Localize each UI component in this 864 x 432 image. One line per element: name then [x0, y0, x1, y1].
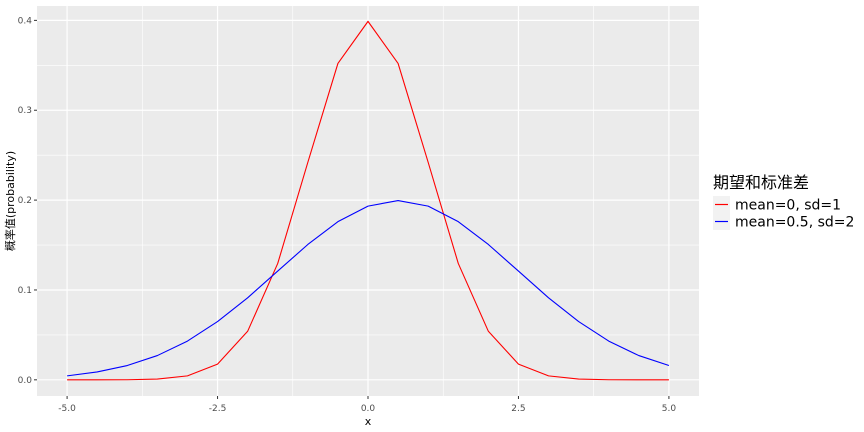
- y-axis-ticks: 0.0 0.1 0.2 0.3 0.4: [18, 16, 37, 386]
- x-tick-label: 5.0: [662, 404, 677, 414]
- legend-label: mean=0, sd=1: [735, 198, 841, 214]
- series-lines: [67, 20, 670, 381]
- x-tick-label: 2.5: [511, 404, 525, 414]
- y-tick-label: 0.1: [18, 286, 32, 296]
- x-axis-title: x: [365, 415, 372, 428]
- series-line-1: [67, 20, 669, 381]
- legend-label: mean=0.5, sd=2: [735, 215, 854, 231]
- series-line-2: [67, 200, 670, 377]
- legend-title: 期望和标准差: [713, 173, 809, 192]
- x-tick-label: 0.0: [361, 404, 376, 414]
- x-axis-ticks: -5.0 -2.5 0.0 2.5 5.0: [58, 396, 676, 414]
- y-tick-label: 0.0: [18, 376, 33, 386]
- y-axis-title: 概率值(probability): [3, 151, 17, 251]
- x-tick-label: -2.5: [209, 404, 227, 414]
- y-tick-label: 0.2: [18, 196, 32, 206]
- y-tick-label: 0.3: [18, 106, 32, 116]
- grid-major: [37, 6, 699, 396]
- y-tick-label: 0.4: [18, 16, 33, 26]
- x-tick-label: -5.0: [58, 404, 76, 414]
